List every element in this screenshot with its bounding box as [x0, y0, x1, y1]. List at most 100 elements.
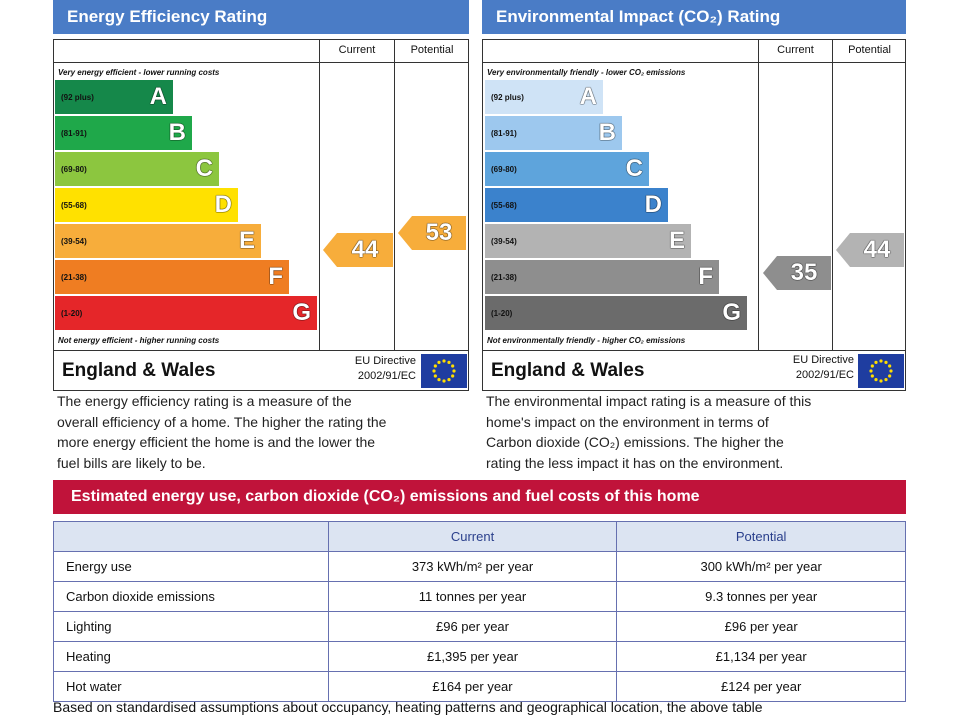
energy-band-range: (39-54) [61, 236, 87, 246]
energy-band-range: (21-38) [61, 272, 87, 282]
env-col-current: Current [777, 44, 814, 56]
energy-band-e: (39-54) E [55, 224, 261, 258]
energy-band-letter: C [195, 155, 213, 182]
env-band-a: (92 plus) A [485, 80, 603, 114]
eu-flag-star [442, 359, 446, 363]
energy-eu-directive: EU Directive 2002/91/EC [354, 355, 416, 382]
eu-flag-star [433, 374, 437, 378]
eu-flag-star [879, 379, 883, 383]
env-band-letter: E [668, 227, 685, 254]
env-band-range: (55-68) [491, 200, 517, 210]
energy-band-c: (69-80) C [55, 152, 219, 186]
env-band-range: (39-54) [491, 236, 517, 246]
env-col-potential: Potential [848, 44, 891, 56]
env-band-letter: G [722, 299, 741, 326]
costs-col-potential: Potential [616, 521, 906, 552]
env-band-range: (69-80) [491, 164, 517, 174]
costs-cell-potential: £124 per year [616, 671, 906, 702]
costs-cell-label: Hot water [53, 671, 329, 702]
energy-band-a: (92 plus) A [55, 80, 173, 114]
env-top-caption: Very environmentally friendly - lower CO… [487, 68, 686, 77]
energy-band-range: (1-20) [61, 308, 83, 318]
env-band-range: (21-38) [491, 272, 517, 282]
costs-row: Hot water £164 per year £124 per year [53, 671, 906, 702]
energy-band-range: (81-91) [61, 128, 87, 138]
env-band-g: (1-20) G [485, 296, 747, 330]
env-band-range: (1-20) [491, 308, 513, 318]
energy-band-letter: F [268, 263, 283, 290]
env-band-letter: D [644, 191, 662, 218]
eu-flag-star [888, 364, 892, 368]
costs-cell-current: £164 per year [327, 671, 618, 702]
eu-flag-star [447, 378, 451, 382]
env-eu-directive: EU Directive 2002/91/EC [792, 354, 854, 381]
costs-cell-potential: £1,134 per year [616, 641, 906, 672]
energy-band-range: (55-68) [61, 200, 87, 210]
eu-flag-star [869, 369, 873, 373]
costs-cell-potential: 300 kWh/m² per year [616, 551, 906, 582]
env-current-value: 35 [790, 259, 818, 286]
eu-flag-star [451, 374, 455, 378]
eu-flag-star [437, 378, 441, 382]
costs-row: Energy use 373 kWh/m² per year 300 kWh/m² … [53, 551, 906, 582]
env-bottom-caption: Not environmentally friendly - higher CO… [487, 336, 686, 345]
env-band-letter: C [625, 155, 643, 182]
eu-flag-star [884, 360, 888, 364]
env-band-letter: B [598, 119, 616, 146]
env-band-range: (92 plus) [491, 92, 524, 102]
energy-potential-pointer: 53 [398, 216, 466, 250]
env-potential-value: 44 [863, 236, 891, 263]
costs-header-blank [53, 521, 329, 552]
eu-flag-star [442, 379, 446, 383]
env-band-d: (55-68) D [485, 188, 668, 222]
costs-cell-label: Carbon dioxide emissions [53, 581, 329, 612]
energy-current-pointer: 44 [323, 233, 393, 267]
energy-col-current: Current [338, 44, 376, 56]
eu-flag-star [432, 369, 436, 373]
costs-header-row: Current Potential [53, 521, 906, 552]
eu-flag-star [879, 359, 883, 363]
energy-description: The energy efficiency rating is a measur… [57, 393, 387, 471]
env-region-label: England & Wales [491, 360, 645, 381]
costs-banner: Estimated energy use, carbon dioxide (CO… [53, 480, 906, 514]
costs-row: Lighting £96 per year £96 per year [53, 611, 906, 642]
costs-cell-current: 373 kWh/m² per year [327, 551, 618, 582]
eu-flag-star [451, 364, 455, 368]
eu-flag-star [889, 369, 893, 373]
energy-col-potential: Potential [410, 44, 454, 56]
energy-top-caption: Very energy efficient - lower running co… [58, 68, 220, 77]
costs-row: Heating £1,395 per year £1,134 per year [53, 641, 906, 672]
energy-band-g: (1-20) G [55, 296, 317, 330]
eu-flag-star [447, 360, 451, 364]
energy-band-f: (21-38) F [55, 260, 289, 294]
energy-band-letter: D [214, 191, 232, 218]
costs-col-current: Current [327, 521, 618, 552]
costs-cell-potential: 9.3 tonnes per year [616, 581, 906, 612]
costs-row: Carbon dioxide emissions 11 tonnes per ye… [53, 581, 906, 612]
env-band-letter: A [579, 83, 597, 110]
costs-footnote: Based on standardised assumptions about … [53, 699, 763, 715]
eu-flag-star [433, 364, 437, 368]
costs-cell-current: £96 per year [327, 611, 618, 642]
env-band-c: (69-80) C [485, 152, 649, 186]
costs-cell-label: Energy use [53, 551, 329, 582]
costs-cell-current: £1,395 per year [327, 641, 618, 672]
env-band-range: (81-91) [491, 128, 517, 138]
env-band-b: (81-91) B [485, 116, 622, 150]
eu-flag-star [884, 378, 888, 382]
energy-current-value: 44 [351, 236, 379, 263]
energy-region-label: England & Wales [62, 360, 216, 381]
costs-cell-label: Lighting [53, 611, 329, 642]
costs-cell-potential: £96 per year [616, 611, 906, 642]
eu-flag-star [452, 369, 456, 373]
energy-panel-title: Energy Efficiency Rating [53, 0, 469, 34]
energy-band-range: (92 plus) [61, 92, 94, 102]
env-band-letter: F [698, 263, 713, 290]
env-band-e: (39-54) E [485, 224, 691, 258]
energy-band-range: (69-80) [61, 164, 87, 174]
env-band-f: (21-38) F [485, 260, 719, 294]
costs-cell-current: 11 tonnes per year [327, 581, 618, 612]
energy-band-letter: E [238, 227, 255, 254]
energy-band-letter: B [168, 119, 186, 146]
eu-flag-icon [858, 354, 904, 388]
